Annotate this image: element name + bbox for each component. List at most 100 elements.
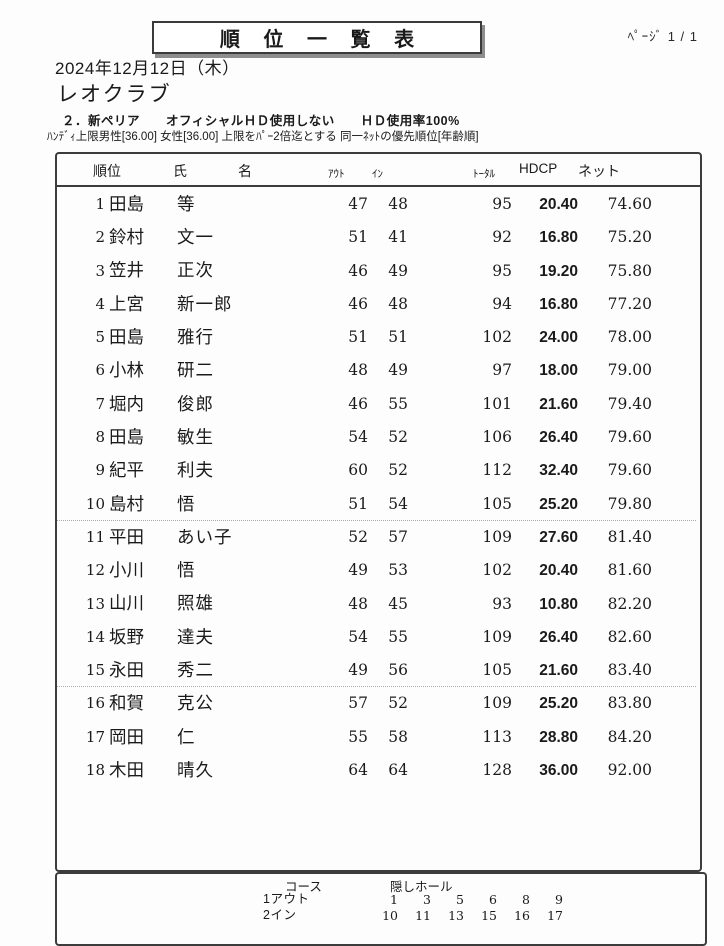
cell-net: 82.60 xyxy=(607,627,652,646)
cell-total: 109 xyxy=(482,627,512,646)
cell-total: 109 xyxy=(482,527,512,546)
cell-in: 57 xyxy=(388,527,408,546)
cell-net: 79.40 xyxy=(607,394,652,413)
cell-rank: 4 xyxy=(95,294,105,313)
cell-surname: 上宮 xyxy=(109,293,144,314)
cell-rank: 17 xyxy=(85,727,105,746)
course-label: 2イン xyxy=(263,908,297,922)
cell-net: 74.60 xyxy=(607,195,652,213)
cell-out: 46 xyxy=(348,394,368,413)
cell-hdcp: 26.40 xyxy=(539,628,578,646)
cell-in: 58 xyxy=(388,727,408,746)
hole-number: 16 xyxy=(514,908,530,923)
cell-given-name: 仁 xyxy=(177,726,196,747)
cell-in: 51 xyxy=(388,328,408,347)
cell-net: 84.20 xyxy=(607,727,652,746)
cell-rank: 9 xyxy=(95,461,105,480)
table-row: 16 和賀 克公 57 52 109 25.20 83.80 xyxy=(57,686,696,720)
cell-out: 49 xyxy=(348,561,368,580)
cell-total: 128 xyxy=(482,761,512,780)
cell-net: 92.00 xyxy=(607,761,652,780)
cell-net: 75.80 xyxy=(607,261,652,280)
course-label: 1アウト xyxy=(263,892,310,906)
page-title: 順 位 一 覧 表 xyxy=(219,29,424,51)
course-row: 1アウト 1 3 5 6 8 9 xyxy=(57,891,705,907)
cell-hdcp: 27.60 xyxy=(539,528,578,546)
hole-number: 15 xyxy=(481,908,497,923)
hole-number: 17 xyxy=(547,908,563,923)
page-title-box: 順 位 一 覧 表 xyxy=(152,21,482,54)
cell-hdcp: 24.00 xyxy=(539,329,578,347)
cell-total: 102 xyxy=(482,328,512,347)
table-row: 3 笠井 正次 46 49 95 19.20 75.80 xyxy=(57,255,696,288)
cell-total: 94 xyxy=(492,294,512,313)
cell-in: 41 xyxy=(388,228,408,247)
cell-hdcp: 19.20 xyxy=(539,262,578,280)
cell-rank: 15 xyxy=(85,661,105,680)
cell-surname: 島村 xyxy=(109,493,144,514)
cell-given-name: 達夫 xyxy=(177,626,214,647)
cell-in: 52 xyxy=(388,694,408,713)
cell-total: 106 xyxy=(482,428,512,447)
hole-number: 9 xyxy=(555,892,563,907)
cell-rank: 6 xyxy=(95,361,105,380)
cell-rank: 3 xyxy=(95,261,105,280)
cell-out: 51 xyxy=(348,228,368,247)
cell-hdcp: 18.00 xyxy=(539,362,578,380)
cell-surname: 岡田 xyxy=(109,726,144,747)
cell-given-name: 悟 xyxy=(177,560,196,581)
ranking-table: 順位 氏 名 ｱｳﾄ ｲﾝ ﾄｰﾀﾙ HDCP ネット 1 田島 等 47 48… xyxy=(55,152,702,872)
cell-surname: 永田 xyxy=(109,660,144,681)
table-row: 8 田島 敏生 54 52 106 26.40 79.60 xyxy=(57,421,696,454)
cell-given-name: 利夫 xyxy=(177,460,214,481)
table-row: 18 木田 晴久 64 64 128 36.00 92.00 xyxy=(57,754,696,787)
cell-surname: 平田 xyxy=(109,526,144,547)
cell-rank: 8 xyxy=(95,428,105,447)
cell-rank: 14 xyxy=(85,627,105,646)
cell-total: 101 xyxy=(482,394,512,413)
cell-rank: 5 xyxy=(95,328,105,347)
cell-in: 64 xyxy=(388,761,408,780)
cell-net: 82.20 xyxy=(607,594,652,613)
cell-net: 75.20 xyxy=(607,228,652,247)
cell-total: 112 xyxy=(482,461,512,480)
col-header-in: ｲﾝ xyxy=(372,168,383,180)
cell-in: 52 xyxy=(388,428,408,447)
cell-hdcp: 26.40 xyxy=(539,429,578,447)
table-row: 15 永田 秀二 49 56 105 21.60 83.40 xyxy=(57,654,696,687)
table-row: 13 山川 照雄 48 45 93 10.80 82.20 xyxy=(57,588,696,621)
hole-numbers: 10 11 13 15 16 17 xyxy=(365,907,563,924)
table-row: 12 小川 悟 49 53 102 20.40 81.60 xyxy=(57,554,696,587)
cell-net: 78.00 xyxy=(607,328,652,347)
col-header-rank: 順位 xyxy=(93,163,121,179)
cell-surname: 笠井 xyxy=(109,260,144,281)
cell-given-name: 照雄 xyxy=(177,593,214,614)
cell-surname: 田島 xyxy=(109,193,144,214)
cell-total: 113 xyxy=(482,727,512,746)
table-row: 10 島村 悟 51 54 105 25.20 79.80 xyxy=(57,488,696,521)
cell-hdcp: 28.80 xyxy=(539,728,578,746)
cell-net: 79.00 xyxy=(607,361,652,380)
cell-hdcp: 21.60 xyxy=(539,662,578,680)
cell-out: 48 xyxy=(348,594,368,613)
cell-surname: 木田 xyxy=(109,759,144,780)
cell-given-name: 悟 xyxy=(177,493,196,514)
table-row: 7 堀内 俊郎 46 55 101 21.60 79.40 xyxy=(57,388,696,421)
hole-number: 1 xyxy=(390,892,398,907)
cell-out: 54 xyxy=(348,627,368,646)
cell-hdcp: 10.80 xyxy=(539,595,578,613)
cell-in: 56 xyxy=(388,661,408,680)
cell-surname: 田島 xyxy=(109,327,144,348)
cell-out: 54 xyxy=(348,428,368,447)
cell-in: 48 xyxy=(388,195,408,213)
cell-net: 79.60 xyxy=(607,461,652,480)
cell-surname: 小林 xyxy=(109,360,144,381)
cell-surname: 坂野 xyxy=(109,626,144,647)
cell-surname: 鈴村 xyxy=(109,227,144,248)
cell-net: 83.80 xyxy=(607,694,652,713)
cell-rank: 11 xyxy=(85,527,105,546)
cell-hdcp: 32.40 xyxy=(539,462,578,480)
cell-out: 51 xyxy=(348,328,368,347)
cell-total: 95 xyxy=(492,195,512,213)
